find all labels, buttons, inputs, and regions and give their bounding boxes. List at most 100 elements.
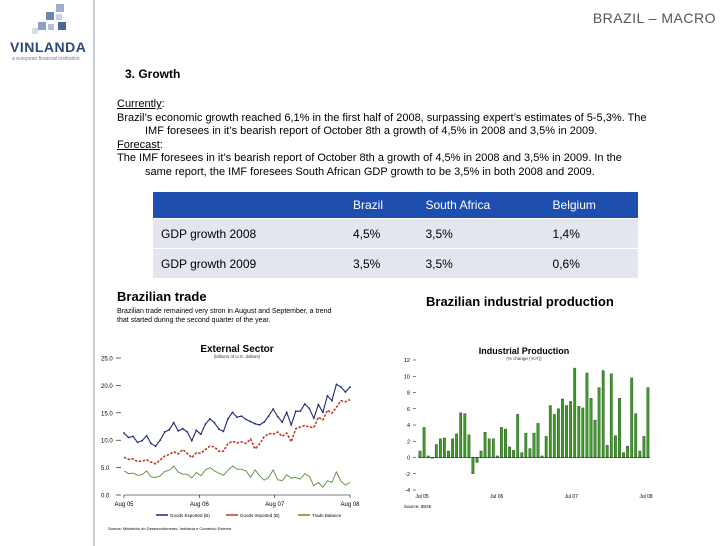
chart-title: Industrial Production	[479, 346, 570, 356]
bar	[609, 373, 613, 458]
bar	[646, 387, 650, 458]
bar	[504, 428, 507, 458]
y-tick-label: 6	[407, 407, 410, 413]
y-tick-label: -4	[405, 488, 410, 494]
table-header-south-africa: South Africa	[417, 192, 545, 219]
y-tick-label: 8	[407, 391, 410, 397]
bar	[475, 457, 479, 463]
data-point	[186, 431, 189, 433]
forecast-text-2: same report, the IMF foresees South Afri…	[145, 165, 595, 178]
series-line	[123, 398, 351, 465]
y-tick-label: 20.0	[101, 384, 113, 390]
bar	[418, 450, 422, 458]
data-point	[299, 410, 302, 413]
table-row: GDP growth 2009 3,5% 3,5% 0,6%	[153, 248, 638, 278]
table-header-belgium: Belgium	[544, 192, 638, 219]
bar	[447, 450, 450, 458]
table-header-blank	[153, 192, 345, 219]
data-point	[132, 435, 134, 438]
data-point	[335, 383, 338, 386]
logo: VINLANDA a european financial institutio…	[4, 4, 92, 68]
data-point	[163, 431, 166, 433]
x-tick-label: Aug 08	[340, 502, 360, 508]
bar	[618, 398, 621, 458]
gdp-table: Brazil South Africa Belgium GDP growth 2…	[153, 192, 638, 278]
bar	[528, 448, 532, 458]
x-tick-label: Jul 07	[565, 494, 579, 500]
x-tick-label: Aug 07	[265, 502, 285, 508]
bar	[589, 398, 593, 458]
data-point	[281, 421, 284, 424]
bar	[508, 446, 512, 458]
x-tick-label: Jul 06	[490, 494, 504, 500]
bar	[565, 405, 568, 458]
y-tick-label: 10.0	[101, 439, 113, 445]
table-cell: 3,5%	[417, 248, 545, 278]
bar	[561, 398, 564, 458]
logo-squares-icon	[32, 4, 66, 34]
data-point	[245, 418, 247, 421]
data-point	[190, 439, 193, 442]
data-point	[218, 428, 220, 431]
y-tick-label: -2	[405, 472, 410, 478]
x-tick-label: Aug 06	[190, 502, 210, 508]
table-cell: 4,5%	[345, 218, 418, 249]
table-cell: GDP growth 2009	[153, 248, 345, 278]
divider-line	[93, 0, 95, 546]
bar	[524, 432, 528, 458]
y-tick-label: 0	[407, 456, 410, 462]
table-cell: 3,5%	[345, 248, 418, 278]
y-tick-label: 25.0	[101, 357, 113, 363]
bar	[536, 423, 540, 458]
y-tick-label: 0.0	[101, 494, 110, 500]
bar	[455, 433, 459, 458]
data-point	[276, 415, 279, 418]
bar	[467, 434, 471, 458]
bar	[601, 370, 605, 458]
bar	[483, 432, 487, 458]
bar	[459, 412, 463, 458]
bar	[544, 436, 548, 458]
currently-text-2: IMF foresees in it’s bearish report of O…	[145, 125, 598, 137]
bar	[479, 450, 483, 458]
bar	[532, 432, 536, 458]
table-cell: 1,4%	[544, 218, 638, 249]
table-cell: 3,5%	[417, 218, 545, 249]
chart-subtitle: (% change (YoY))	[506, 356, 542, 361]
data-point	[312, 417, 315, 420]
data-point	[317, 403, 320, 406]
data-point	[285, 411, 288, 414]
data-point	[195, 429, 198, 432]
bar	[463, 413, 467, 458]
y-tick-label: 15.0	[101, 411, 113, 417]
data-point	[123, 432, 125, 434]
logo-tagline: a european financial institution	[12, 56, 80, 62]
table-header-row: Brazil South Africa Belgium	[153, 192, 638, 219]
chart-source: Source: IBGE	[404, 504, 432, 509]
y-tick-label: 12	[404, 358, 410, 364]
industrial-production-chart: Industrial Production(% change (YoY)) -4 -…	[404, 346, 653, 509]
data-point	[208, 417, 211, 420]
data-point	[222, 430, 225, 433]
bar	[471, 457, 475, 474]
logo-wordmark: VINLANDA	[10, 39, 87, 55]
bar	[499, 427, 503, 458]
y-tick-label: 10	[404, 374, 410, 380]
data-point	[150, 442, 153, 445]
bar	[605, 445, 609, 458]
data-point	[272, 408, 275, 410]
data-point	[331, 399, 333, 402]
y-tick-label: 5.0	[101, 466, 110, 472]
external-sector-chart: External Sector(billions of U.S. dollars…	[101, 344, 360, 531]
bar	[626, 445, 629, 458]
bar	[556, 408, 560, 458]
currently-text: Brazil’s economic growth reached 6,1% in…	[117, 111, 647, 124]
data-point	[240, 415, 243, 417]
bar	[516, 414, 520, 458]
slide-title: BRAZIL – MACRO	[592, 10, 716, 26]
chart-subtitle: (billions of U.S. dollars)	[214, 354, 261, 359]
body-text: Currently: Brazil’s economic growth reac…	[117, 98, 717, 179]
data-point	[340, 386, 342, 388]
bar	[585, 372, 589, 458]
bar	[613, 435, 617, 458]
